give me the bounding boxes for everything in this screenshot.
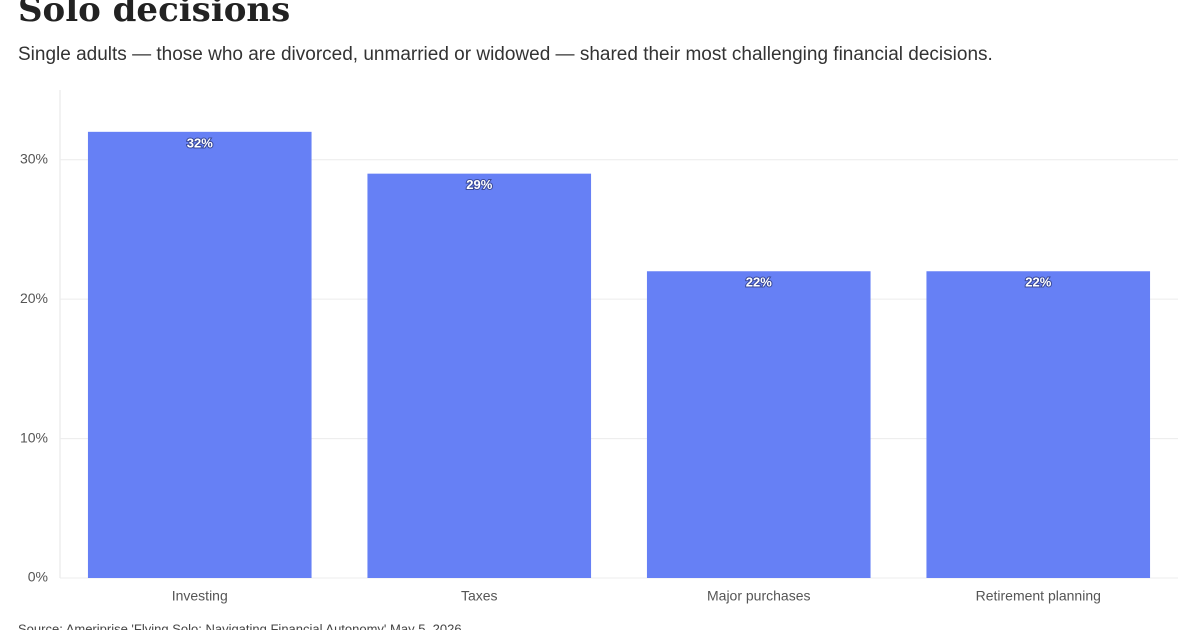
value-label: 32% [187,135,213,150]
x-tick-label: Investing [172,588,228,604]
y-tick-label: 20% [20,290,48,306]
x-tick-label: Major purchases [707,588,811,604]
bar [646,271,871,578]
x-tick-label: Taxes [461,588,498,604]
chart-title: Solo decisions [18,0,290,30]
y-tick-label: 30% [20,150,48,166]
value-label: 29% [466,177,492,192]
x-tick-label: Retirement planning [976,588,1101,604]
chart-subtitle: Single adults — those who are divorced, … [18,44,993,65]
y-tick-label: 0% [28,569,48,585]
source: Source: Ameriprise 'Flying Solo: Navigat… [18,621,462,630]
value-label: 22% [1025,275,1051,290]
bar [926,271,1151,578]
bar [87,131,312,579]
y-tick-label: 10% [20,429,48,445]
value-label: 22% [746,275,772,290]
bar [367,173,592,578]
